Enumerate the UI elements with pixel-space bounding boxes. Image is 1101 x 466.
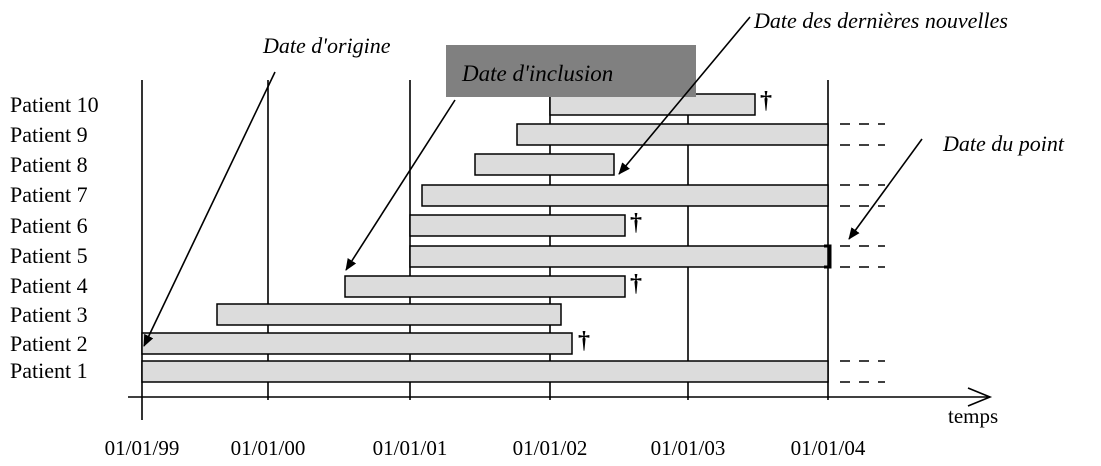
death-marker-patient-6: †: [630, 210, 642, 236]
patient-labels: Patient 10 Patient 9 Patient 8 Patient 7…: [10, 92, 99, 383]
patient-9-label: Patient 9: [10, 122, 88, 147]
patient-4-bar: [344, 275, 626, 298]
death-marker-patient-2: †: [578, 328, 590, 354]
censoring-dashes: [840, 123, 885, 383]
inclusion-date-box: [446, 45, 696, 97]
patient-3-label: Patient 3: [10, 302, 88, 327]
patient-7-bar: [421, 184, 829, 207]
patient-3-bar: [216, 303, 562, 326]
patient-5-label: Patient 5: [10, 243, 88, 268]
annotation-arrows: [143, 16, 923, 347]
last-news-date-label: Date des dernières nouvelles: [753, 8, 1008, 33]
death-marker-patient-4: †: [630, 271, 642, 297]
patient-7-label: Patient 7: [10, 182, 88, 207]
axis-arrowhead: [967, 387, 993, 407]
patient-2-bar: [141, 332, 573, 355]
point-date-arrow: [848, 138, 923, 240]
death-markers: † † † †: [578, 88, 772, 354]
patient-1-label: Patient 1: [10, 358, 88, 383]
censor-bracket-patient-5: [824, 244, 832, 269]
patient-rows: [141, 93, 829, 383]
patient-8-label: Patient 8: [10, 152, 88, 177]
tick-label-2004: 01/01/04: [791, 436, 866, 460]
death-marker-patient-10: †: [760, 88, 772, 114]
patient-1-bar: [141, 360, 829, 383]
tick-label-2001: 01/01/01: [373, 436, 448, 460]
point-date-label: Date du point: [942, 131, 1065, 156]
patient-10-label: Patient 10: [10, 92, 99, 117]
tick-label-2003: 01/01/03: [651, 436, 726, 460]
time-axis: temps 01/01/99 01/01/00 01/01/01 01/01/0…: [105, 387, 998, 460]
origin-date-arrow: [143, 71, 276, 347]
tick-label-2000: 01/01/00: [231, 436, 306, 460]
axis-label-temps: temps: [948, 404, 998, 428]
inclusion-date-label: Date d'inclusion: [461, 61, 613, 86]
tick-label-2002: 01/01/02: [513, 436, 588, 460]
patient-2-label: Patient 2: [10, 331, 88, 356]
patient-6-bar: [409, 214, 626, 237]
inclusion-date-arrow: [345, 99, 456, 271]
patient-4-label: Patient 4: [10, 273, 88, 298]
patient-10-bar: [549, 93, 756, 116]
patient-9-bar: [516, 123, 829, 146]
patient-8-bar: [474, 153, 615, 176]
tick-label-1999: 01/01/99: [105, 436, 180, 460]
last-news-date-arrow: [618, 16, 751, 175]
patient-6-label: Patient 6: [10, 213, 88, 238]
patient-5-bar: [409, 245, 829, 268]
origin-date-label: Date d'origine: [262, 33, 391, 58]
